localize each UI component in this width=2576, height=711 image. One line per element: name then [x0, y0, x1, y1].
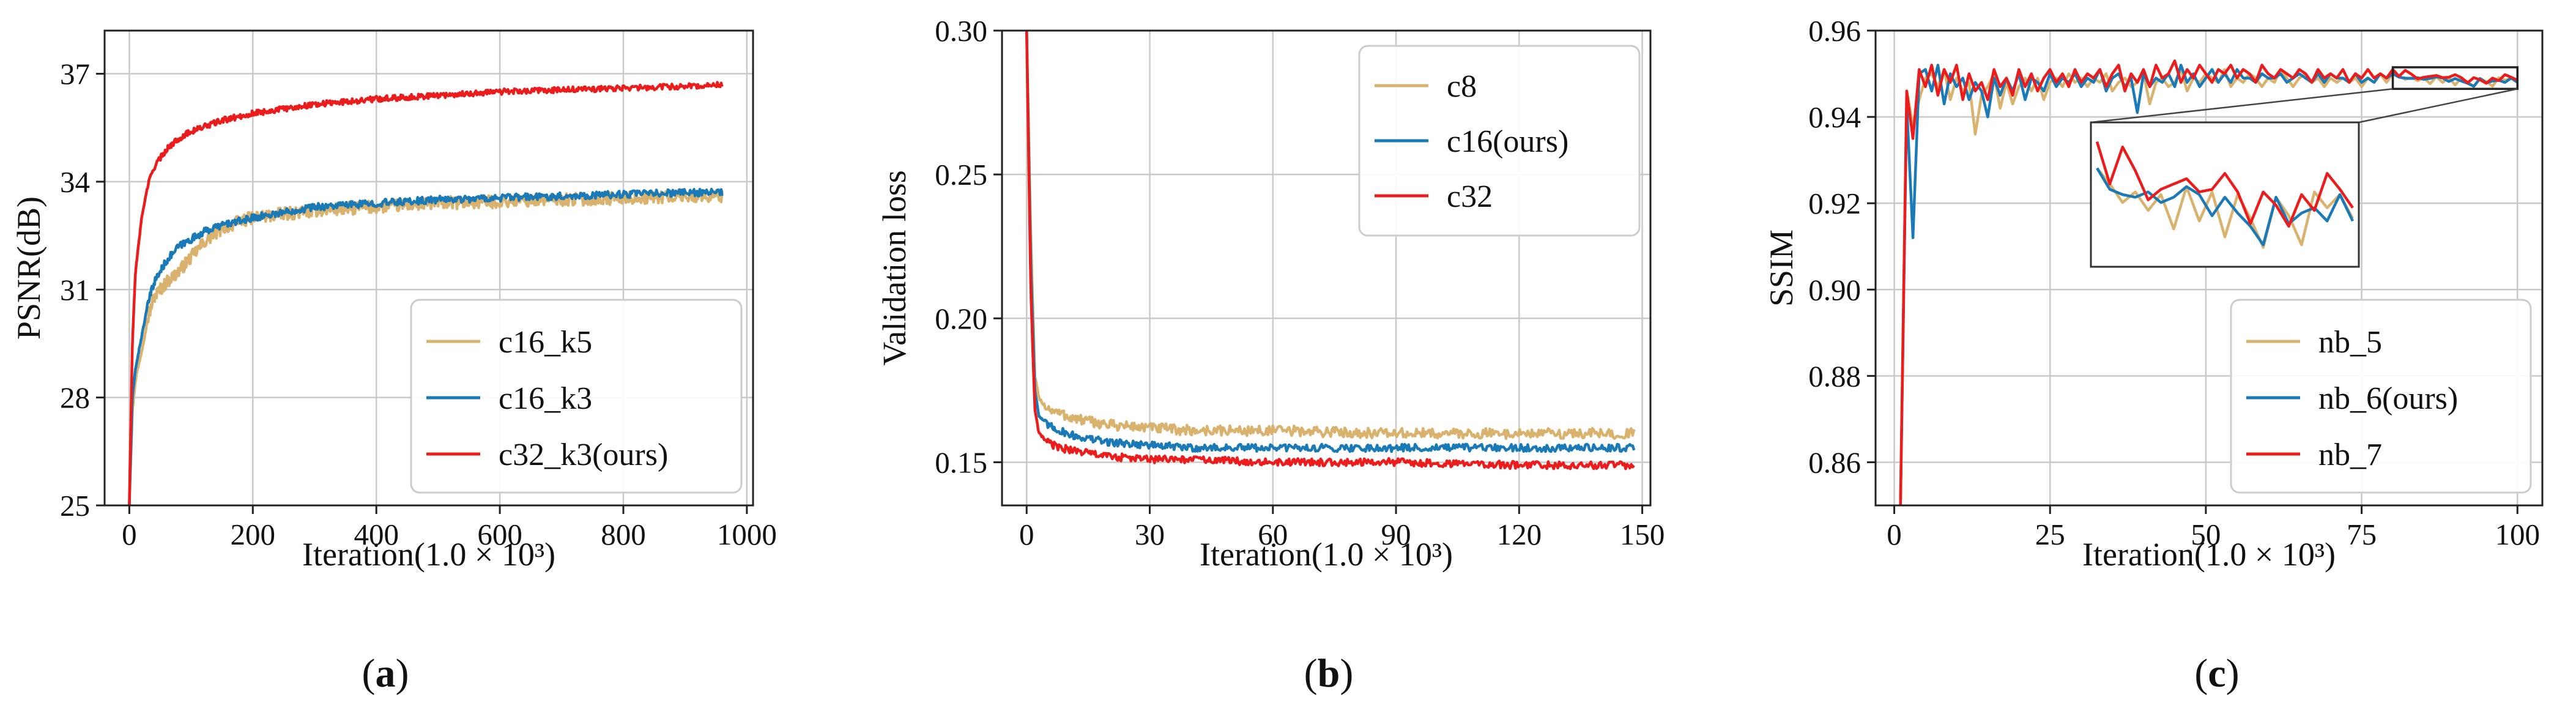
x-tick-label: 100 — [2495, 518, 2541, 551]
inset-plot-lines — [2095, 141, 2355, 249]
y-tick-label: 0.15 — [935, 445, 987, 479]
x-tick-label: 120 — [1497, 518, 1542, 551]
panel-c-ticks: 0 25 50 75 100 0.86 0.88 0.90 0.92 0.94 0.96 — [1808, 14, 2540, 551]
panel-b-xlabel: Iteration(1.0 × 10³) — [1200, 536, 1453, 573]
series-line-c16-k5 — [128, 188, 724, 505]
panel-b-caption: (b) — [1304, 651, 1354, 696]
series-line-c16-k3 — [128, 187, 724, 505]
y-tick-label: 28 — [60, 381, 90, 415]
x-tick-label: 30 — [1135, 518, 1165, 551]
y-tick-label: 0.20 — [935, 302, 987, 335]
x-tick-label: 90 — [1381, 518, 1411, 551]
panel-c-caption: (c) — [2194, 651, 2239, 696]
legend-label-c16-k5: c16_k5 — [499, 325, 592, 360]
legend-label-c32: c32 — [1447, 179, 1493, 214]
series-line-nb-7 — [1899, 59, 2518, 505]
panel-b-ylabel: Validation loss — [876, 170, 913, 366]
y-tick-label: 0.92 — [1808, 187, 1861, 220]
panel-b-legend: c8 c16(ours) c32 — [1358, 45, 1641, 237]
panel-c-legend: nb_5 nb_6(ours) nb_7 — [2230, 299, 2532, 494]
panel-a-legend-box — [410, 299, 743, 494]
panel-a-ylabel: PSNR(dB) — [10, 196, 47, 340]
y-tick-label: 31 — [60, 273, 90, 307]
y-tick-label: 0.25 — [935, 158, 987, 192]
panel-c-legend-box — [2230, 299, 2532, 494]
y-tick-label: 0.94 — [1808, 100, 1861, 134]
x-tick-label: 1000 — [717, 518, 777, 551]
series-line-c32-k3-ours- — [128, 81, 724, 505]
y-tick-label: 37 — [60, 58, 90, 91]
y-tick-label: 0.30 — [935, 14, 987, 48]
inset-line-nb-6-ours- — [2096, 167, 2355, 247]
y-tick-label: 0.88 — [1808, 359, 1861, 393]
series-line-c8 — [1025, 31, 1636, 440]
x-tick-label: 200 — [231, 518, 276, 551]
x-tick-label: 75 — [2347, 518, 2377, 551]
x-tick-label: 50 — [2191, 518, 2221, 551]
legend-label-nb-5: nb_5 — [2318, 325, 2382, 360]
x-tick-label: 60 — [1258, 518, 1288, 551]
panel-b-legend-box — [1358, 45, 1641, 237]
legend-label-nb-6: nb_6(ours) — [2318, 381, 2458, 416]
legend-label-c16: c16(ours) — [1447, 124, 1568, 159]
legend-label-c16-k3: c16_k3 — [499, 381, 592, 416]
legend-label-c32-k3: c32_k3(ours) — [499, 437, 668, 472]
panel-a: 0 200 400 600 800 1000 25 28 31 34 37 PSNR(dB) Ite… — [10, 29, 777, 696]
panel-b-frame — [1001, 29, 1652, 507]
x-tick-label: 600 — [477, 518, 522, 551]
panel-b-plot-lines — [1025, 31, 1636, 471]
series-line-nb-6-ours- — [1899, 64, 2518, 505]
x-tick-label: 800 — [601, 518, 646, 551]
y-tick-label: 34 — [60, 165, 90, 199]
panel-c-inset — [2090, 66, 2519, 268]
zoom-connector-right — [2358, 88, 2518, 124]
series-line-c16-ours- — [1025, 31, 1636, 453]
y-tick-label: 25 — [60, 489, 90, 523]
panel-c-xlabel: Iteration(1.0 × 10³) — [2082, 536, 2336, 573]
legend-label-c8: c8 — [1447, 69, 1477, 104]
panel-b: 0 30 60 90 120 150 0.15 0.20 0.25 0.30 Validation… — [876, 14, 1665, 696]
panel-a-ticks: 0 200 400 600 800 1000 25 28 31 34 37 — [60, 58, 777, 551]
panel-c: 0 25 50 75 1000.860.880.900.920.940.96 SSIM … — [1763, 14, 2544, 696]
x-tick-label: 25 — [2035, 518, 2065, 551]
panel-c-ylabel: SSIM — [1763, 229, 1800, 307]
zoom-source-box — [2391, 66, 2519, 90]
panel-a-plot-lines — [128, 81, 724, 505]
x-tick-label: 0 — [1019, 518, 1034, 551]
x-tick-label: 0 — [122, 518, 137, 551]
panel-a-xlabel: Iteration(1.0 × 10³) — [302, 536, 555, 573]
x-tick-label: 0 — [1887, 518, 1902, 551]
series-line-c32 — [1025, 31, 1635, 471]
x-tick-label: 400 — [354, 518, 399, 551]
y-tick-label: 0.90 — [1808, 273, 1861, 307]
x-tick-label: 150 — [1620, 518, 1665, 551]
panel-b-ticks: 0 30 60 90 120 150 0.15 0.20 0.25 0.30 — [935, 14, 1665, 551]
panel-c-plot-lines — [1899, 59, 2518, 505]
y-tick-label: 0.86 — [1808, 445, 1861, 479]
y-tick-label: 0.96 — [1808, 14, 1861, 48]
panel-c-frame — [1874, 29, 2544, 507]
legend-label-nb-7: nb_7 — [2318, 437, 2382, 472]
panel-a-caption: (a) — [362, 651, 409, 696]
inset-line-nb-7 — [2095, 141, 2354, 228]
zoom-connector-left — [2090, 87, 2393, 124]
panel-a-legend: c16_k5 c16_k3 c32_k3(ours) — [410, 299, 743, 494]
panel-a-frame — [103, 29, 754, 507]
